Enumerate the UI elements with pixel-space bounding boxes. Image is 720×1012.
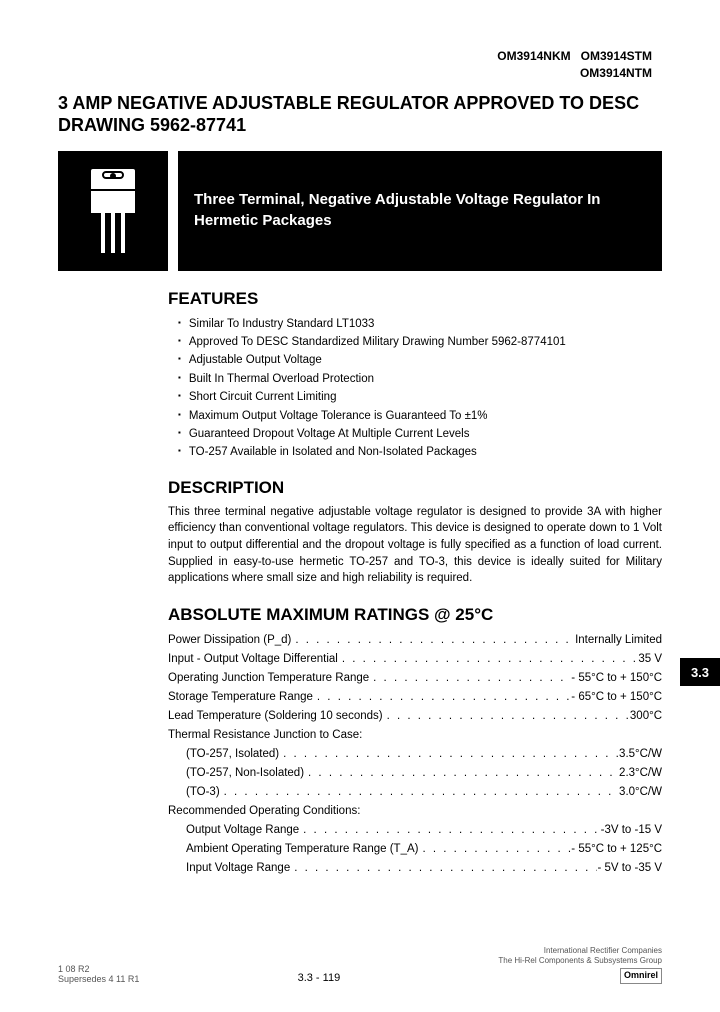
features-list: Similar To Industry Standard LT1033Appro… [168, 315, 662, 462]
ratings-heading: ABSOLUTE MAXIMUM RATINGS @ 25°C [168, 605, 662, 625]
dot-leader: . . . . . . . . . . . . . . . . . . . . … [290, 859, 597, 878]
rating-label: Storage Temperature Range [168, 688, 313, 707]
package-illustration [58, 151, 168, 271]
rating-row: Output Voltage Range. . . . . . . . . . … [168, 821, 662, 840]
dot-leader: . . . . . . . . . . . . . . . . . . . . … [369, 669, 571, 688]
rating-value: - 55°C to + 150°C [571, 669, 662, 688]
rating-value: 2.3°C/W [619, 764, 662, 783]
feature-item: Approved To DESC Standardized Military D… [178, 333, 662, 351]
rating-row: Operating Junction Temperature Range. . … [168, 669, 662, 688]
description-text: This three terminal negative adjustable … [168, 504, 662, 587]
dot-leader: . . . . . . . . . . . . . . . . . . . . … [313, 688, 571, 707]
feature-item: Short Circuit Current Limiting [178, 388, 662, 406]
rating-row: Input - Output Voltage Differential. . .… [168, 650, 662, 669]
footer-supersedes: Supersedes 4 11 R1 [58, 974, 139, 984]
rating-value: - 55°C to + 125°C [571, 840, 662, 859]
feature-item: Adjustable Output Voltage [178, 351, 662, 369]
rating-value: 300°C [630, 707, 662, 726]
features-heading: FEATURES [168, 289, 662, 309]
to220-icon [91, 169, 135, 253]
rating-value: 35 V [638, 650, 662, 669]
rating-row: Input Voltage Range. . . . . . . . . . .… [168, 859, 662, 878]
dot-leader: . . . . . . . . . . . . . . . . . . . . … [220, 783, 619, 802]
footer-page-number: 3.3 - 119 [298, 972, 341, 984]
footer-brand: Omnirel [620, 968, 662, 984]
feature-item: TO-257 Available in Isolated and Non-Iso… [178, 443, 662, 461]
dot-leader: . . . . . . . . . . . . . . . . . . . . … [338, 650, 638, 669]
rating-subheader: Thermal Resistance Junction to Case: [168, 726, 662, 745]
rating-label: (TO-257, Non-Isolated) [186, 764, 304, 783]
rating-label: (TO-3) [186, 783, 220, 802]
rating-value: 3.0°C/W [619, 783, 662, 802]
dot-leader: . . . . . . . . . . . . . . . . . . . . … [418, 840, 571, 859]
feature-item: Similar To Industry Standard LT1033 [178, 315, 662, 333]
footer-revision: 1 08 R2 [58, 964, 139, 974]
rating-label: (TO-257, Isolated) [186, 745, 279, 764]
rating-row: Power Dissipation (P_d). . . . . . . . .… [168, 631, 662, 650]
ratings-block: Power Dissipation (P_d). . . . . . . . .… [168, 631, 662, 878]
rating-value: -3V to -15 V [601, 821, 662, 840]
footer-right: International Rectifier Companies The Hi… [498, 946, 662, 984]
description-heading: DESCRIPTION [168, 478, 662, 498]
section-tab: 3.3 [680, 658, 720, 686]
part-row-1: OM3914NKM OM3914STM [58, 48, 652, 65]
feature-item: Maximum Output Voltage Tolerance is Guar… [178, 407, 662, 425]
rating-label: Output Voltage Range [186, 821, 299, 840]
rating-row: (TO-3). . . . . . . . . . . . . . . . . … [168, 783, 662, 802]
page-title: 3 AMP NEGATIVE ADJUSTABLE REGULATOR APPR… [58, 92, 662, 137]
rating-subheader: Recommended Operating Conditions: [168, 802, 662, 821]
dot-leader: . . . . . . . . . . . . . . . . . . . . … [291, 631, 575, 650]
rating-value: - 65°C to + 150°C [571, 688, 662, 707]
rating-row: Lead Temperature (Soldering 10 seconds).… [168, 707, 662, 726]
feature-item: Built In Thermal Overload Protection [178, 370, 662, 388]
hero-subtitle-box: Three Terminal, Negative Adjustable Volt… [178, 151, 662, 271]
rating-row: (TO-257, Non-Isolated). . . . . . . . . … [168, 764, 662, 783]
rating-label: Operating Junction Temperature Range [168, 669, 369, 688]
content-column: FEATURES Similar To Industry Standard LT… [58, 289, 662, 878]
dot-leader: . . . . . . . . . . . . . . . . . . . . … [304, 764, 619, 783]
part-numbers: OM3914NKM OM3914STM OM3914NTM [58, 48, 662, 82]
footer-company-2: The Hi-Rel Components & Subsystems Group [498, 956, 662, 966]
hero-subtitle: Three Terminal, Negative Adjustable Volt… [194, 190, 646, 231]
dot-leader: . . . . . . . . . . . . . . . . . . . . … [383, 707, 630, 726]
footer-left: 1 08 R2 Supersedes 4 11 R1 [58, 964, 139, 984]
rating-value: 3.5°C/W [619, 745, 662, 764]
footer-company-1: International Rectifier Companies [498, 946, 662, 956]
rating-row: Storage Temperature Range. . . . . . . .… [168, 688, 662, 707]
feature-item: Guaranteed Dropout Voltage At Multiple C… [178, 425, 662, 443]
rating-row: Ambient Operating Temperature Range (T_A… [168, 840, 662, 859]
hero-banner: Three Terminal, Negative Adjustable Volt… [58, 151, 662, 271]
rating-row: (TO-257, Isolated). . . . . . . . . . . … [168, 745, 662, 764]
rating-value: - 5V to -35 V [597, 859, 662, 878]
rating-label: Input - Output Voltage Differential [168, 650, 338, 669]
rating-label: Ambient Operating Temperature Range (T_A… [186, 840, 418, 859]
rating-value: Internally Limited [575, 631, 662, 650]
dot-leader: . . . . . . . . . . . . . . . . . . . . … [279, 745, 619, 764]
part-row-2: OM3914NTM [58, 65, 652, 82]
page-footer: 1 08 R2 Supersedes 4 11 R1 3.3 - 119 Int… [0, 946, 720, 984]
rating-label: Lead Temperature (Soldering 10 seconds) [168, 707, 383, 726]
rating-label: Input Voltage Range [186, 859, 290, 878]
dot-leader: . . . . . . . . . . . . . . . . . . . . … [299, 821, 600, 840]
rating-label: Power Dissipation (P_d) [168, 631, 291, 650]
